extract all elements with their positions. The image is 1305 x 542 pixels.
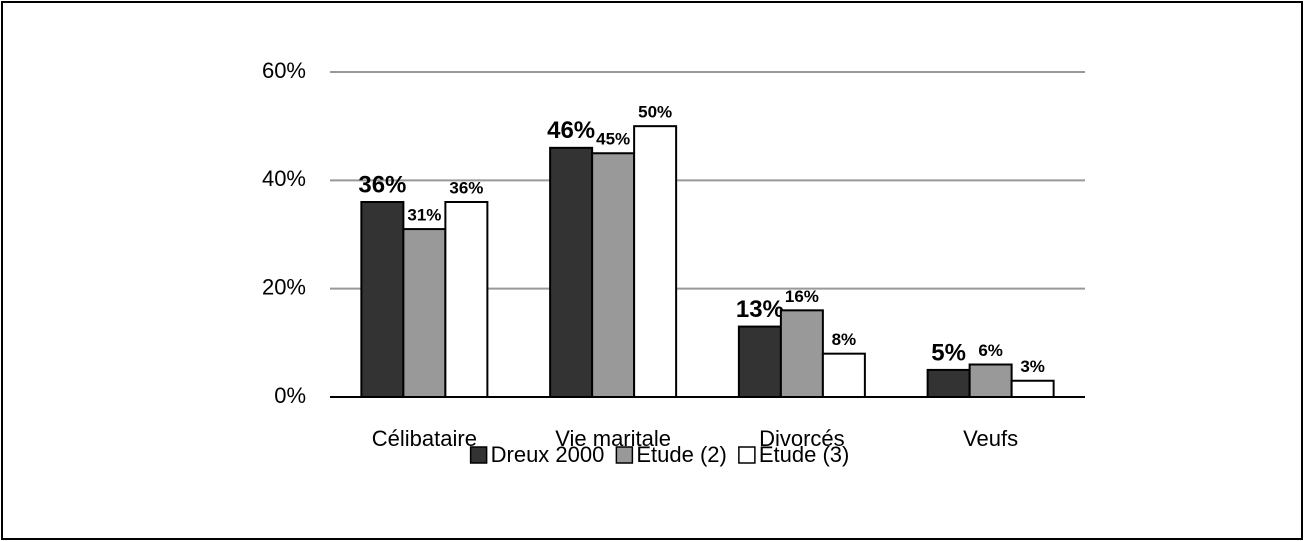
value-label: 5% xyxy=(931,339,966,366)
x-tick-label: Célibataire xyxy=(372,426,477,451)
legend-label: Dreux 2000 xyxy=(491,442,605,467)
value-label: 31% xyxy=(407,206,441,225)
bar xyxy=(633,125,678,399)
x-tick-label: Divorcés xyxy=(759,426,845,451)
value-label: 8% xyxy=(832,330,857,349)
bar xyxy=(444,201,489,398)
bar xyxy=(402,228,447,398)
value-label: 16% xyxy=(785,287,819,306)
legend-swatch xyxy=(738,446,756,464)
bar xyxy=(968,363,1013,398)
bar xyxy=(737,325,782,399)
value-label: 45% xyxy=(596,130,630,149)
bar xyxy=(779,309,824,399)
bar xyxy=(591,152,636,398)
y-tick-label: 20% xyxy=(262,274,306,299)
legend-label: Etude (2) xyxy=(636,442,727,467)
y-tick-label: 60% xyxy=(262,58,306,83)
y-tick-label: 0% xyxy=(274,383,306,408)
bar xyxy=(549,146,594,398)
value-label: 46% xyxy=(547,117,595,144)
bar xyxy=(821,352,866,398)
value-label: 13% xyxy=(736,296,784,323)
x-tick-label: Veufs xyxy=(963,426,1018,451)
value-label: 3% xyxy=(1020,357,1045,376)
value-label: 6% xyxy=(978,341,1003,360)
bar xyxy=(926,368,971,398)
value-label: 36% xyxy=(449,178,483,197)
x-tick-label: Vie maritale xyxy=(555,426,671,451)
y-tick-label: 40% xyxy=(262,166,306,191)
legend-label: Etude (3) xyxy=(759,442,850,467)
value-label: 36% xyxy=(358,171,406,198)
legend-swatch xyxy=(469,446,488,464)
bar xyxy=(360,201,405,398)
value-label: 50% xyxy=(638,103,672,122)
bar xyxy=(1010,379,1055,398)
legend-swatch xyxy=(615,446,634,464)
